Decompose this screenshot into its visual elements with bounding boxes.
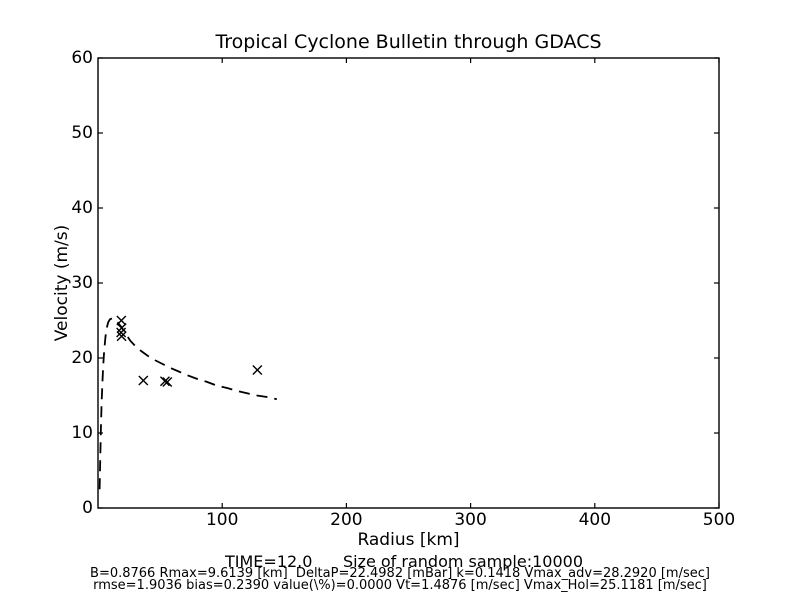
data-point-marker (116, 323, 127, 333)
annotation-time-sample: TIME=12.0 Size of random sample:10000 (225, 552, 583, 571)
x-tick-label: 400 (578, 510, 612, 530)
y-tick-label: 10 (71, 422, 93, 443)
x-tick-label: 200 (330, 510, 363, 530)
chart-title: Tropical Cyclone Bulletin through GDACS (215, 31, 602, 53)
annotation-error-stats: rmse=1.9036 bias=0.2390 value(\%)=0.0000… (93, 578, 707, 593)
data-point-marker (116, 331, 127, 342)
data-point-marker (162, 377, 173, 387)
axes-frame (97, 57, 720, 509)
y-tick-label: 30 (71, 272, 93, 293)
annotation-fit-params: B=0.8766 Rmax=9.6139 [km] DeltaP=22.4982… (90, 566, 710, 581)
y-tick-label: 20 (71, 347, 93, 368)
y-tick-label: 50 (71, 122, 93, 143)
data-point-marker (116, 315, 127, 326)
data-point-marker (116, 327, 127, 338)
y-tick-label: 60 (71, 47, 93, 68)
data-point-marker (159, 376, 170, 387)
y-tick-label: 0 (82, 497, 93, 518)
x-tick-label: 300 (454, 510, 487, 530)
data-point-marker (252, 365, 263, 375)
fit-curve-line (98, 317, 278, 490)
y-tick-label: 40 (71, 197, 93, 218)
data-point-marker (138, 375, 149, 386)
x-axis-label: Radius [km] (357, 530, 460, 550)
x-tick-label: 100 (205, 510, 239, 530)
x-tick-label: 500 (702, 510, 736, 530)
